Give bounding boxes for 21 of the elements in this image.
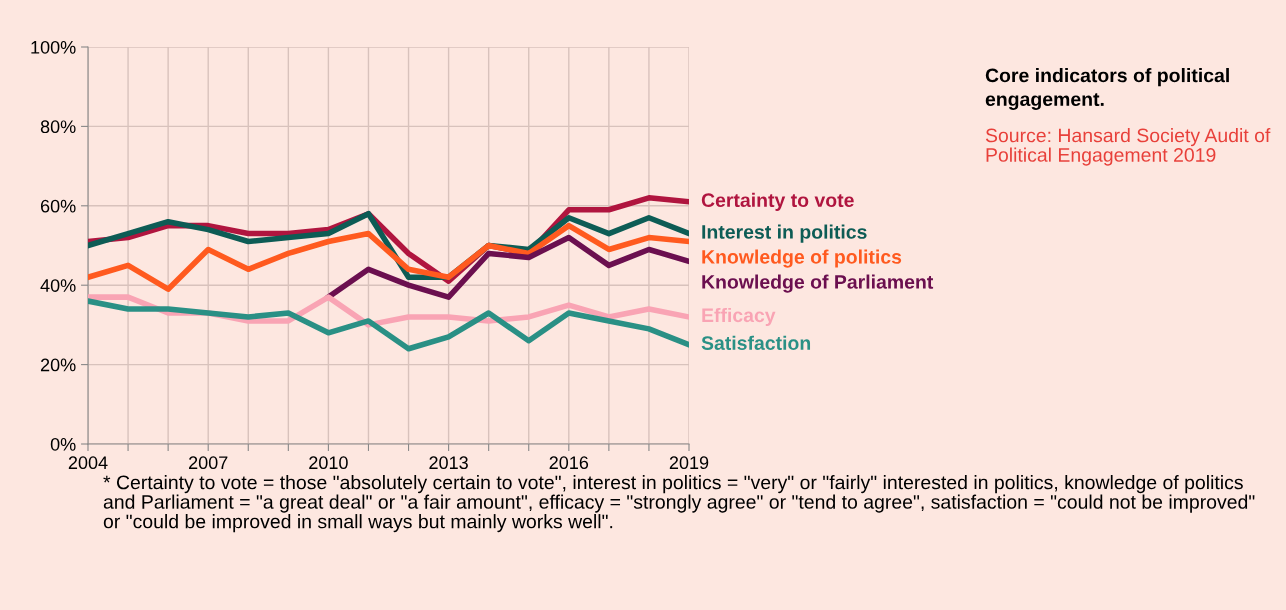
series-label: Knowledge of Parliament: [702, 274, 934, 293]
series-label: Satisfaction: [701, 335, 811, 350]
x-tick-label: 2019: [669, 456, 709, 470]
text: Core indicators of political engagement.: [985, 68, 1229, 110]
series-label: Knowledge of politics: [702, 249, 902, 268]
y-tick-label: 40%: [40, 279, 76, 292]
series-label: Interest in politics: [702, 224, 867, 243]
x-tick-label: 2016: [549, 456, 589, 470]
x-tick-label: 2007: [189, 456, 228, 470]
series-label: Certainty to vote: [701, 192, 854, 211]
y-tick-label: 60%: [40, 199, 76, 213]
x-tick-label: 2004: [68, 456, 108, 470]
y-tick-label: 100%: [31, 40, 76, 54]
y-tick-label: 20%: [40, 358, 76, 372]
y-tick-label: 0%: [50, 437, 76, 451]
source-note: Source: Hansard Society Audit of Political Engagement 2019: [985, 128, 1271, 166]
series-label: Efficacy: [702, 307, 776, 327]
text: * Certainty to vote = those "absolutely certain to vote", interest in politics = "very" or "fairly" interested in politics, knowledge of politics and Parliament = "a great deal" or "a fair amount", efficacy = "strongly agree" or "tend to agree", satisfaction = "could not be improved" or "could be improved in small ways but mainly works well".: [103, 475, 1255, 533]
y-tick-label: 80%: [40, 120, 76, 134]
x-tick-label: 2010: [309, 456, 348, 470]
x-tick-label: 2013: [429, 456, 468, 470]
